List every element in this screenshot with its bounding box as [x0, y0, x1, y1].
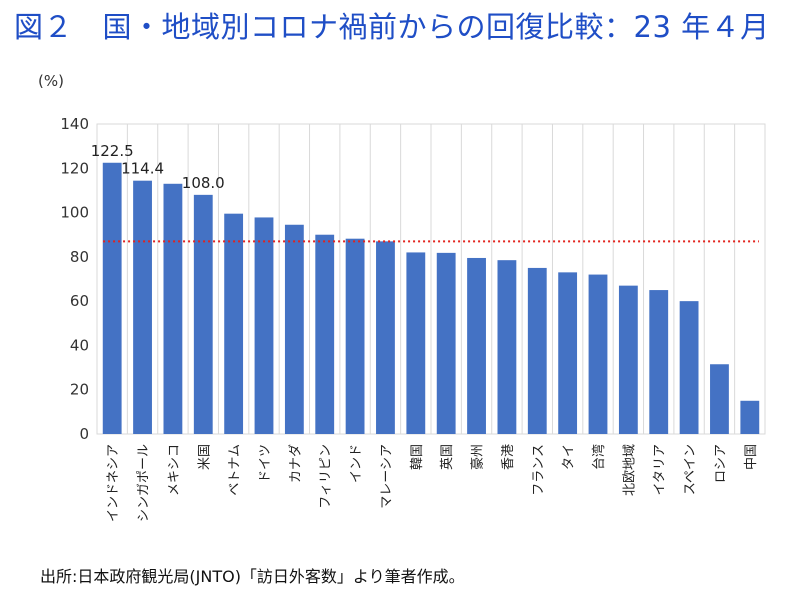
- category-label: 香港: [501, 444, 516, 470]
- bar: [133, 180, 152, 434]
- category-label: フランス: [531, 444, 546, 496]
- y-tick-label: 80: [70, 248, 89, 266]
- bar: [558, 272, 578, 434]
- y-tick-label: 140: [60, 115, 89, 133]
- bar: [254, 217, 274, 434]
- y-tick-label: 20: [70, 381, 89, 399]
- figure-title: 図２ 国・地域別コロナ禍前からの回復比較：23 年４月: [14, 10, 770, 44]
- category-label: 北欧地域: [622, 444, 637, 496]
- bar: [649, 290, 669, 434]
- bar: [527, 267, 547, 434]
- y-tick-label: 100: [60, 204, 89, 222]
- bar: [102, 162, 122, 434]
- bar: [679, 301, 699, 434]
- bar: [618, 285, 638, 434]
- bar: [406, 252, 426, 434]
- data-label: 114.4: [121, 160, 164, 178]
- category-label: タイ: [562, 444, 577, 470]
- grid-lines: [96, 123, 766, 435]
- bar: [315, 234, 335, 434]
- bar: [497, 260, 517, 434]
- bar: [284, 224, 304, 434]
- category-label: ドイツ: [258, 444, 273, 483]
- bar: [436, 252, 456, 434]
- category-label: フィリピン: [319, 444, 334, 509]
- data-label: 108.0: [182, 174, 225, 192]
- y-tick-label: 120: [60, 159, 89, 177]
- category-label: マレーシア: [379, 444, 394, 509]
- bar: [710, 364, 729, 434]
- category-label: インド: [349, 444, 364, 483]
- bar: [193, 194, 213, 434]
- bar: [588, 274, 608, 434]
- category-label: 台湾: [591, 444, 607, 470]
- data-label: 122.5: [91, 142, 134, 160]
- y-tick-label: 60: [70, 292, 89, 310]
- y-tick-label: 0: [79, 425, 89, 443]
- category-label: ベトナム: [228, 444, 243, 496]
- source-note: 出所:日本政府観光局(JNTO)「訪日外客数」より筆者作成。: [40, 567, 465, 586]
- category-label: 英国: [440, 444, 455, 470]
- bar: [467, 257, 486, 434]
- bar: [740, 400, 760, 434]
- category-label: スペイン: [683, 444, 698, 495]
- category-label: カナダ: [288, 444, 303, 483]
- category-label: シンガポール: [137, 444, 152, 522]
- category-label: 韓国: [410, 444, 425, 470]
- category-label: 米国: [197, 444, 212, 470]
- category-label: イタリア: [653, 444, 668, 495]
- bar: [345, 238, 365, 434]
- bar: [224, 213, 244, 434]
- y-axis-ticks: 0 20 40 60 80 100 120 140: [60, 115, 89, 443]
- bar: [376, 241, 395, 434]
- bar: [163, 183, 183, 434]
- bars: [102, 162, 760, 434]
- category-labels: インドネシア シンガポール メキシコ 米国 ベトナム ドイツ カナダ フィリピン インド マレーシ…: [106, 444, 759, 522]
- y-axis-unit: (%): [38, 72, 64, 90]
- category-label: インドネシア: [106, 444, 121, 522]
- category-label: 豪州: [470, 444, 486, 470]
- category-label: メキシコ: [167, 444, 182, 496]
- category-label: 中国: [744, 444, 759, 470]
- y-tick-label: 40: [70, 336, 89, 354]
- category-label: ロシア: [713, 444, 728, 483]
